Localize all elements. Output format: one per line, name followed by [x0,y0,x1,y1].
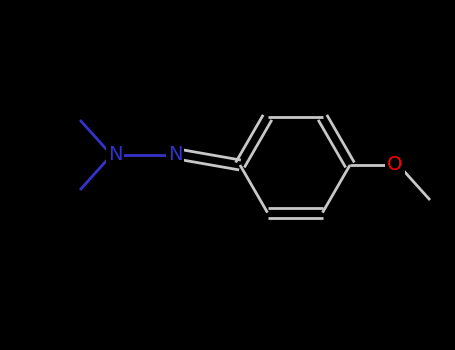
Text: N: N [108,146,122,164]
Text: O: O [387,155,403,175]
Text: N: N [168,146,182,164]
